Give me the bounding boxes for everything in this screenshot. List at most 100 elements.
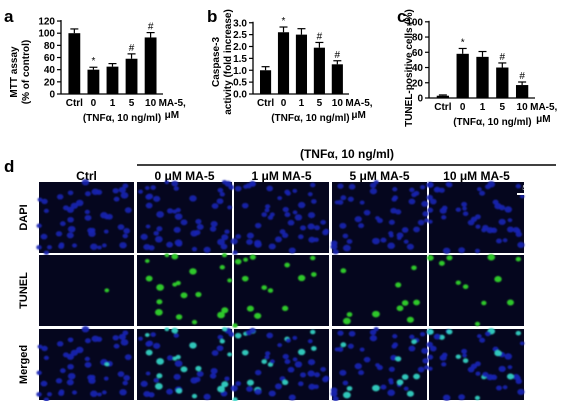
- chart-b-bar: [313, 47, 325, 94]
- dapi-nucleus: [320, 219, 326, 225]
- dapi-nucleus: [56, 194, 64, 200]
- micrograph-tunel: [232, 254, 329, 328]
- merged-nucleus: [461, 348, 468, 354]
- merged-nucleus: [55, 378, 63, 384]
- merged-nucleus: [339, 369, 347, 376]
- dapi-nucleus: [245, 183, 252, 189]
- chart-b-ytick-label: 0.0: [233, 90, 247, 101]
- micrograph-dapi: [137, 179, 235, 253]
- merged-nucleus: [426, 341, 433, 348]
- dapi-nucleus: [496, 238, 502, 244]
- dapi-nucleus: [67, 216, 74, 223]
- dapi-nucleus: [411, 192, 417, 198]
- merged-nucleus: [363, 356, 371, 363]
- merged-nucleus: [515, 378, 522, 385]
- merged-nucleus: [486, 374, 494, 381]
- merged-nucleus: [496, 385, 502, 391]
- merged-nucleus: [462, 358, 469, 364]
- chart-a-ytick-label: 80: [44, 41, 56, 52]
- merged-nucleus: [409, 334, 415, 340]
- micrograph-background: [429, 255, 524, 326]
- nuclei-layer: [230, 327, 329, 401]
- dapi-nucleus: [277, 196, 283, 201]
- dapi-nucleus: [175, 207, 181, 213]
- dapi-nucleus: [284, 212, 291, 218]
- merged-nucleus: [346, 386, 353, 391]
- nuclei-layer: [330, 179, 430, 255]
- dapi-nucleus: [462, 206, 467, 211]
- dapi-nucleus: [387, 242, 395, 249]
- merged-nucleus: [442, 394, 451, 401]
- chart-c-bar: [436, 95, 450, 98]
- merged-nucleus: [173, 373, 181, 380]
- dapi-nucleus: [117, 224, 125, 230]
- merged-nucleus: [494, 350, 502, 357]
- tunel-positive-nucleus: [156, 284, 164, 291]
- chart-c-treatment-label: (TNFα, 10 ng/ml): [453, 117, 531, 128]
- micrograph-dapi: [230, 180, 329, 255]
- tunel-positive-nucleus: [227, 278, 233, 283]
- tunel-positive-nucleus: [343, 317, 351, 325]
- dapi-nucleus: [307, 212, 316, 219]
- merged-nucleus: [332, 396, 339, 401]
- dapi-nucleus: [67, 190, 74, 196]
- merged-nucleus: [101, 390, 107, 395]
- merged-nucleus: [515, 330, 522, 336]
- nuclei-layer: [426, 253, 522, 327]
- dapi-nucleus: [348, 183, 356, 190]
- dapi-nucleus: [314, 225, 321, 231]
- dapi-nucleus: [104, 215, 110, 220]
- nuclei-layer: [340, 265, 420, 325]
- dapi-nucleus: [138, 189, 143, 194]
- tunel-positive-nucleus: [144, 259, 150, 263]
- dapi-nucleus: [307, 223, 315, 230]
- dapi-nucleus: [426, 194, 433, 201]
- tunel-positive-nucleus: [171, 253, 179, 260]
- chart-c-ytick-label: 60: [412, 48, 424, 59]
- chart-c-ytick-label: 80: [412, 33, 424, 44]
- merged-nucleus: [41, 345, 48, 352]
- chart-a-bar: [68, 33, 81, 94]
- merged-nucleus: [72, 390, 78, 395]
- dapi-nucleus: [90, 243, 98, 250]
- dapi-nucleus: [265, 204, 271, 209]
- tunel-positive-nucleus: [261, 285, 267, 290]
- dapi-nucleus: [55, 231, 63, 237]
- dapi-nucleus: [401, 227, 409, 233]
- merged-nucleus: [122, 380, 128, 386]
- merged-nucleus: [174, 360, 183, 367]
- panel-letter-a: a: [4, 7, 14, 26]
- merged-nucleus: [373, 326, 379, 332]
- merged-nucleus: [261, 359, 267, 364]
- dapi-nucleus: [228, 184, 235, 190]
- dapi-nucleus: [91, 188, 100, 195]
- merged-nucleus: [347, 343, 354, 349]
- chart-a-category-label: 0: [91, 98, 97, 109]
- tunel-positive-nucleus: [395, 282, 402, 288]
- chart-c-bar: [496, 67, 509, 98]
- tunel-positive-nucleus: [284, 262, 290, 268]
- tunel-positive-nucleus: [232, 323, 238, 328]
- micrograph-background: [234, 255, 329, 326]
- merged-nucleus: [422, 358, 429, 364]
- dapi-nucleus: [195, 218, 202, 225]
- dapi-nucleus: [424, 218, 430, 223]
- dapi-nucleus: [422, 211, 429, 217]
- merged-nucleus: [417, 366, 425, 373]
- micrograph-dapi: [36, 179, 134, 255]
- micrograph-merged: [330, 326, 430, 401]
- nuclei-layer: [138, 179, 235, 253]
- dapi-nucleus: [66, 232, 74, 239]
- dapi-nucleus: [153, 230, 160, 236]
- merged-nucleus: [388, 378, 394, 383]
- dapi-nucleus: [43, 208, 49, 214]
- merged-nucleus: [66, 353, 74, 360]
- dapi-nucleus: [392, 187, 398, 192]
- dapi-nucleus: [89, 227, 96, 233]
- merged-nucleus: [340, 342, 347, 348]
- merged-nucleus: [313, 384, 319, 389]
- dapi-nucleus: [485, 184, 491, 190]
- chart-b-ylabel-line-2: activity (fold increase): [223, 9, 234, 115]
- merged-nucleus: [67, 372, 76, 380]
- micrograph-background: [137, 255, 232, 326]
